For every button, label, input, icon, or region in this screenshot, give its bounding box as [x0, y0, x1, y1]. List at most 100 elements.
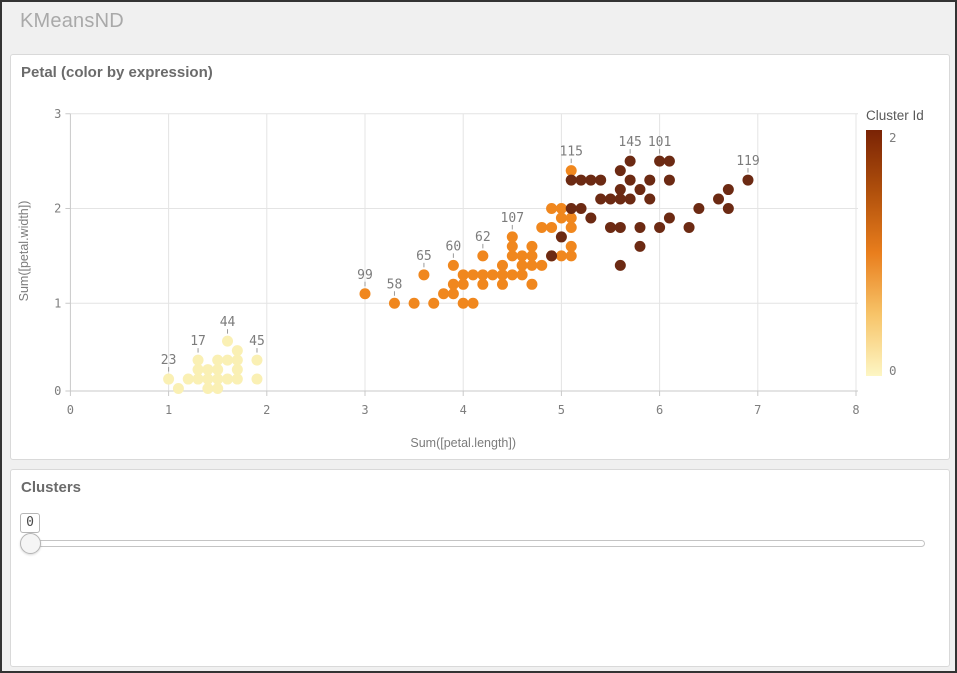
scatter-point[interactable] — [713, 193, 725, 205]
scatter-point[interactable] — [222, 354, 234, 366]
scatter-point[interactable] — [546, 203, 558, 214]
scatter-point[interactable] — [546, 250, 558, 262]
scatter-point[interactable] — [624, 155, 636, 167]
scatter-point[interactable] — [585, 174, 597, 186]
scatter-point[interactable] — [614, 184, 626, 196]
scatter-point[interactable] — [595, 174, 607, 186]
scatter-point[interactable] — [614, 221, 626, 233]
scatter-point[interactable] — [654, 221, 666, 233]
scatter-point[interactable] — [182, 373, 194, 385]
scatter-point[interactable] — [457, 297, 469, 309]
scatter-point[interactable] — [742, 174, 754, 186]
scatter-point[interactable] — [231, 345, 243, 357]
scatter-point[interactable] — [477, 278, 489, 290]
scatter-point[interactable] — [595, 193, 607, 205]
scatter-point[interactable] — [624, 193, 636, 205]
scatter-point[interactable] — [644, 193, 656, 205]
scatter-point[interactable] — [447, 288, 459, 300]
scatter-point[interactable] — [506, 269, 518, 281]
scatter-point[interactable] — [693, 203, 705, 214]
scatter-point[interactable] — [644, 174, 656, 186]
scatter-point[interactable] — [163, 373, 175, 385]
scatter-point[interactable] — [565, 212, 577, 224]
scatter-point[interactable] — [487, 269, 499, 281]
scatter-point[interactable] — [614, 259, 626, 271]
scatter-point[interactable] — [418, 269, 430, 281]
scatter-point[interactable] — [388, 297, 400, 309]
scatter-point[interactable] — [624, 174, 636, 186]
scatter-point[interactable] — [222, 335, 234, 347]
scatter-point[interactable] — [565, 240, 577, 252]
scatter-point[interactable] — [428, 297, 440, 309]
scatter-point[interactable] — [506, 240, 518, 252]
scatter-point[interactable] — [192, 364, 204, 376]
scatter-point[interactable] — [654, 155, 666, 167]
scatter-point[interactable] — [172, 383, 184, 395]
scatter-point[interactable] — [506, 250, 518, 262]
scatter-point[interactable] — [605, 221, 616, 233]
scatter-point[interactable] — [585, 212, 597, 224]
scatter-point[interactable] — [359, 288, 371, 300]
scatter-point[interactable] — [457, 278, 469, 290]
scatter-point[interactable] — [212, 354, 224, 366]
scatter-point[interactable] — [536, 259, 548, 271]
clusters-slider-handle[interactable] — [20, 533, 41, 554]
scatter-point[interactable] — [634, 240, 646, 252]
scatter-point[interactable] — [467, 297, 479, 309]
scatter-point[interactable] — [222, 373, 234, 385]
scatter-point[interactable] — [202, 364, 214, 376]
scatter-point[interactable] — [202, 383, 214, 395]
scatter-point[interactable] — [202, 373, 214, 385]
scatter-point[interactable] — [212, 373, 224, 385]
slider-value[interactable]: 0 — [20, 513, 40, 533]
scatter-point[interactable] — [212, 364, 224, 376]
scatter-point[interactable] — [212, 383, 224, 395]
scatter-point[interactable] — [526, 278, 538, 290]
scatter-chart[interactable]: 0 1 2 3 4 5 6 7 80123Sum([petal.length])Sum([pet… — [11, 55, 951, 459]
scatter-point[interactable] — [447, 278, 459, 290]
scatter-point[interactable] — [555, 212, 567, 224]
scatter-point[interactable] — [565, 203, 577, 214]
scatter-point[interactable] — [251, 354, 263, 366]
scatter-point[interactable] — [565, 250, 577, 262]
scatter-point[interactable] — [575, 174, 587, 186]
scatter-point[interactable] — [496, 259, 508, 271]
scatter-point[interactable] — [516, 250, 528, 262]
scatter-point[interactable] — [231, 373, 243, 385]
scatter-point[interactable] — [526, 259, 538, 271]
scatter-point[interactable] — [555, 203, 567, 214]
scatter-point[interactable] — [526, 250, 538, 262]
scatter-point[interactable] — [251, 373, 263, 385]
scatter-point[interactable] — [496, 278, 508, 290]
scatter-point[interactable] — [663, 155, 675, 167]
scatter-point[interactable] — [605, 193, 616, 205]
scatter-point[interactable] — [555, 231, 567, 243]
clusters-slider-track[interactable] — [21, 540, 925, 547]
scatter-point[interactable] — [614, 165, 626, 177]
scatter-point[interactable] — [722, 203, 734, 214]
scatter-point[interactable] — [192, 354, 204, 366]
scatter-point[interactable] — [506, 231, 518, 243]
scatter-point[interactable] — [192, 373, 204, 385]
scatter-point[interactable] — [614, 193, 626, 205]
scatter-point[interactable] — [634, 221, 646, 233]
scatter-point[interactable] — [467, 269, 479, 281]
scatter-point[interactable] — [477, 250, 489, 262]
scatter-point[interactable] — [536, 221, 548, 233]
scatter-point[interactable] — [555, 250, 567, 262]
scatter-point[interactable] — [722, 184, 734, 196]
scatter-point[interactable] — [565, 165, 577, 177]
scatter-point[interactable] — [231, 354, 243, 366]
scatter-point[interactable] — [565, 174, 577, 186]
scatter-point[interactable] — [447, 259, 459, 271]
scatter-point[interactable] — [438, 288, 450, 300]
scatter-point[interactable] — [575, 203, 587, 214]
scatter-point[interactable] — [408, 297, 420, 309]
scatter-point[interactable] — [477, 269, 489, 281]
scatter-point[interactable] — [546, 221, 558, 233]
scatter-point[interactable] — [663, 174, 675, 186]
scatter-point[interactable] — [663, 212, 675, 224]
scatter-point[interactable] — [516, 269, 528, 281]
scatter-point[interactable] — [565, 221, 577, 233]
scatter-point[interactable] — [516, 259, 528, 271]
